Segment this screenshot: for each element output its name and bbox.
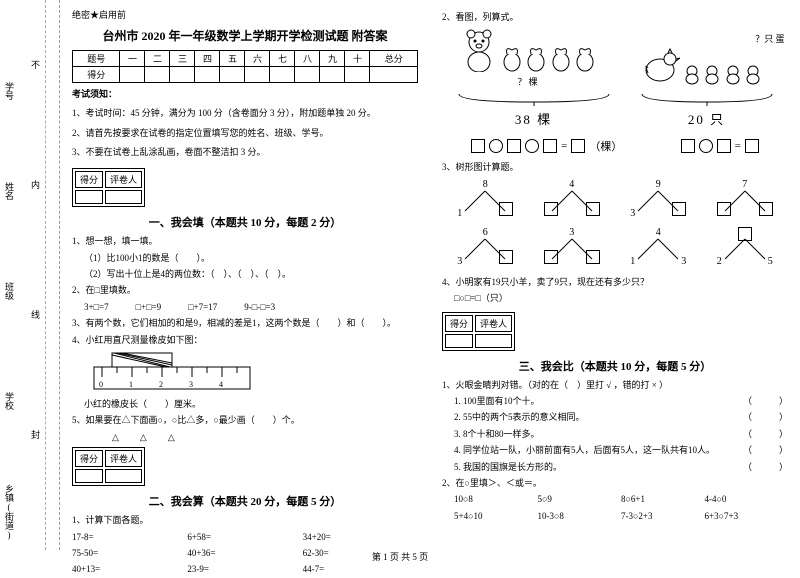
scorebox-3: 得分评卷人 <box>442 312 515 351</box>
judge-item: 1. 100里面有10个十。（ ） <box>442 394 788 408</box>
section-2-title: 二、我会算（本题共 20 分，每题 5 分） <box>72 493 418 509</box>
tree-diagram: 25 <box>715 227 775 267</box>
svg-text:3: 3 <box>189 380 193 389</box>
q-label-2: ？只 蛋 <box>618 32 784 45</box>
q1a: （1）比100小1的数是（ ）。 <box>72 251 418 265</box>
gutter-cut: 封 <box>30 430 42 439</box>
tree-diagram: 81 <box>455 179 515 219</box>
hen-icon <box>640 45 680 88</box>
left-column: 绝密★启用前 台州市 2020 年一年级数学上学期开学检测试题 附答案 题号 一… <box>60 0 430 550</box>
bear-icon <box>460 28 498 75</box>
section-1-title: 一、我会填（本题共 10 分，每题 2 分） <box>72 214 418 230</box>
triangles: △ △ △ <box>72 430 418 443</box>
under-label-2: 20 只 <box>637 109 777 128</box>
calc-cell: 34+20= <box>303 529 418 545</box>
binding-gutter: 乡镇(街道) 学校 班级 姓名 学号 不 内 线 封 <box>0 0 60 550</box>
q1b: （2）写出十位上是4的两位数：（ ）、（ ）、（ ）。 <box>72 267 418 281</box>
calc-cell: 17-8= <box>72 529 187 545</box>
paper-title: 台州市 2020 年一年级数学上学期开学检测试题 附答案 <box>72 27 418 44</box>
right-column: 2、看图，列算式。 ？棵 ？只 蛋 <box>430 0 800 550</box>
notice-1: 1、考试时间：45 分钟，满分为 100 分（含卷面分 3 分），附加题单独 2… <box>72 106 418 121</box>
q-label-1: ？棵 <box>445 75 611 88</box>
gutter-label: 姓名 <box>4 182 16 200</box>
brace-icon <box>637 92 777 106</box>
calc-cell: 40+13= <box>72 561 187 577</box>
gutter-label: 班级 <box>4 282 16 300</box>
cabbage-group <box>501 64 597 75</box>
q-calc: 1、计算下面各题。 <box>72 513 418 527</box>
svg-text:2: 2 <box>159 380 163 389</box>
r-q4-eq: □○□=□（只） <box>442 291 788 305</box>
q5: 5、如果要在△下面画○，○比△多，○最少画（ ）个。 <box>72 413 418 427</box>
picture-row: ？棵 ？只 蛋 <box>442 28 788 88</box>
r-q3: 3、树形图计算题。 <box>442 160 788 174</box>
notice-3: 3、不要在试卷上乱涂乱画，卷面不整洁扣 3 分。 <box>72 145 418 160</box>
judge-item: 2. 55中的两个5表示的意义相同。（ ） <box>442 410 788 424</box>
scorebox: 得分评卷人 <box>72 168 145 207</box>
scorebox-2: 得分评卷人 <box>72 447 145 486</box>
page-root: 乡镇(街道) 学校 班级 姓名 学号 不 内 线 封 绝密★启用前 台州市 20… <box>0 0 800 550</box>
tree-diagram: 7 <box>715 179 775 219</box>
gutter-cut: 线 <box>30 310 42 319</box>
page-footer: 第 1 页 共 5 页 <box>0 550 800 563</box>
calc-cell: 6+58= <box>187 529 302 545</box>
secret-label: 绝密★启用前 <box>72 8 418 21</box>
comp-row: 10○8 5○9 8○6+1 4-4○0 <box>442 492 788 506</box>
tree-diagram: 3 <box>542 227 602 267</box>
svg-text:0: 0 <box>99 380 103 389</box>
score-header-row: 题号 一 二 三 四 五 六 七 八 九 十 总分 <box>73 51 418 67</box>
score-value-row: 得分 <box>73 67 418 83</box>
sec3-q2: 2、在○里填＞、＜或＝。 <box>442 476 788 490</box>
brace-icon <box>454 92 614 106</box>
r-q4: 4、小明家有19只小羊，卖了9只，现在还有多少只？ <box>442 275 788 289</box>
gutter-cut: 不 <box>30 60 42 69</box>
calc-cell: 44-7= <box>303 561 418 577</box>
chick-group <box>683 77 763 88</box>
notice-title: 考试须知： <box>72 87 418 102</box>
q3: 3、有两个数，它们相加的和是9，相减的差是1，这两个数是（ ）和（ ）。 <box>72 316 418 330</box>
svg-text:1: 1 <box>129 380 133 389</box>
judge-item: 4. 同学位站一队，小丽前面有5人，后面有5人，这一队共有10人。（ ） <box>442 443 788 457</box>
tree-row-1: 81 4 93 7 <box>442 179 788 219</box>
gutter-label: 学校 <box>4 392 16 410</box>
gutter-label: 学号 <box>4 82 16 100</box>
tree-diagram: 413 <box>628 227 688 267</box>
q4a: 小红的橡皮长（ ）厘米。 <box>72 397 418 411</box>
sec3-q1: 1、火眼金睛判对错。（对的在（ ）里打 √ ，错的打 × ） <box>442 378 788 392</box>
q2a: 3+□=7 □+□=9 □+7=17 9-□-□=3 <box>72 300 418 314</box>
equation-boxes-2: = <box>681 138 759 154</box>
ruler-icon: 0 1 2 3 4 <box>92 351 252 393</box>
equation-boxes-1: =（棵） <box>471 138 622 154</box>
gutter-cut: 内 <box>30 180 42 189</box>
section-3-title: 三、我会比（本题共 10 分，每题 5 分） <box>442 358 788 374</box>
tree-diagram: 4 <box>542 179 602 219</box>
q2: 2、在□里填数。 <box>72 283 418 297</box>
tree-diagram: 63 <box>455 227 515 267</box>
q1: 1、想一想，填一填。 <box>72 234 418 248</box>
under-label-1: 38 棵 <box>454 109 614 128</box>
judge-item: 3. 8个十和80一样多。（ ） <box>442 427 788 441</box>
notice-2: 2、请首先按要求在试卷的指定位置填写您的姓名、班级、学号。 <box>72 126 418 141</box>
gutter-label: 乡镇(街道) <box>4 484 16 540</box>
r-q2: 2、看图，列算式。 <box>442 10 788 24</box>
svg-text:4: 4 <box>219 380 223 389</box>
judge-item: 5. 我国的国旗是长方形的。（ ） <box>442 460 788 474</box>
tree-row-2: 63 3 413 25 <box>442 227 788 267</box>
calc-cell: 23-9= <box>187 561 302 577</box>
tree-diagram: 93 <box>628 179 688 219</box>
q4: 4、小红用直尺测量橡皮如下图： <box>72 333 418 347</box>
comp-row: 5+4○10 10-3○8 7-3○2+3 6+3○7+3 <box>442 509 788 523</box>
score-table: 题号 一 二 三 四 五 六 七 八 九 十 总分 得分 <box>72 50 418 83</box>
